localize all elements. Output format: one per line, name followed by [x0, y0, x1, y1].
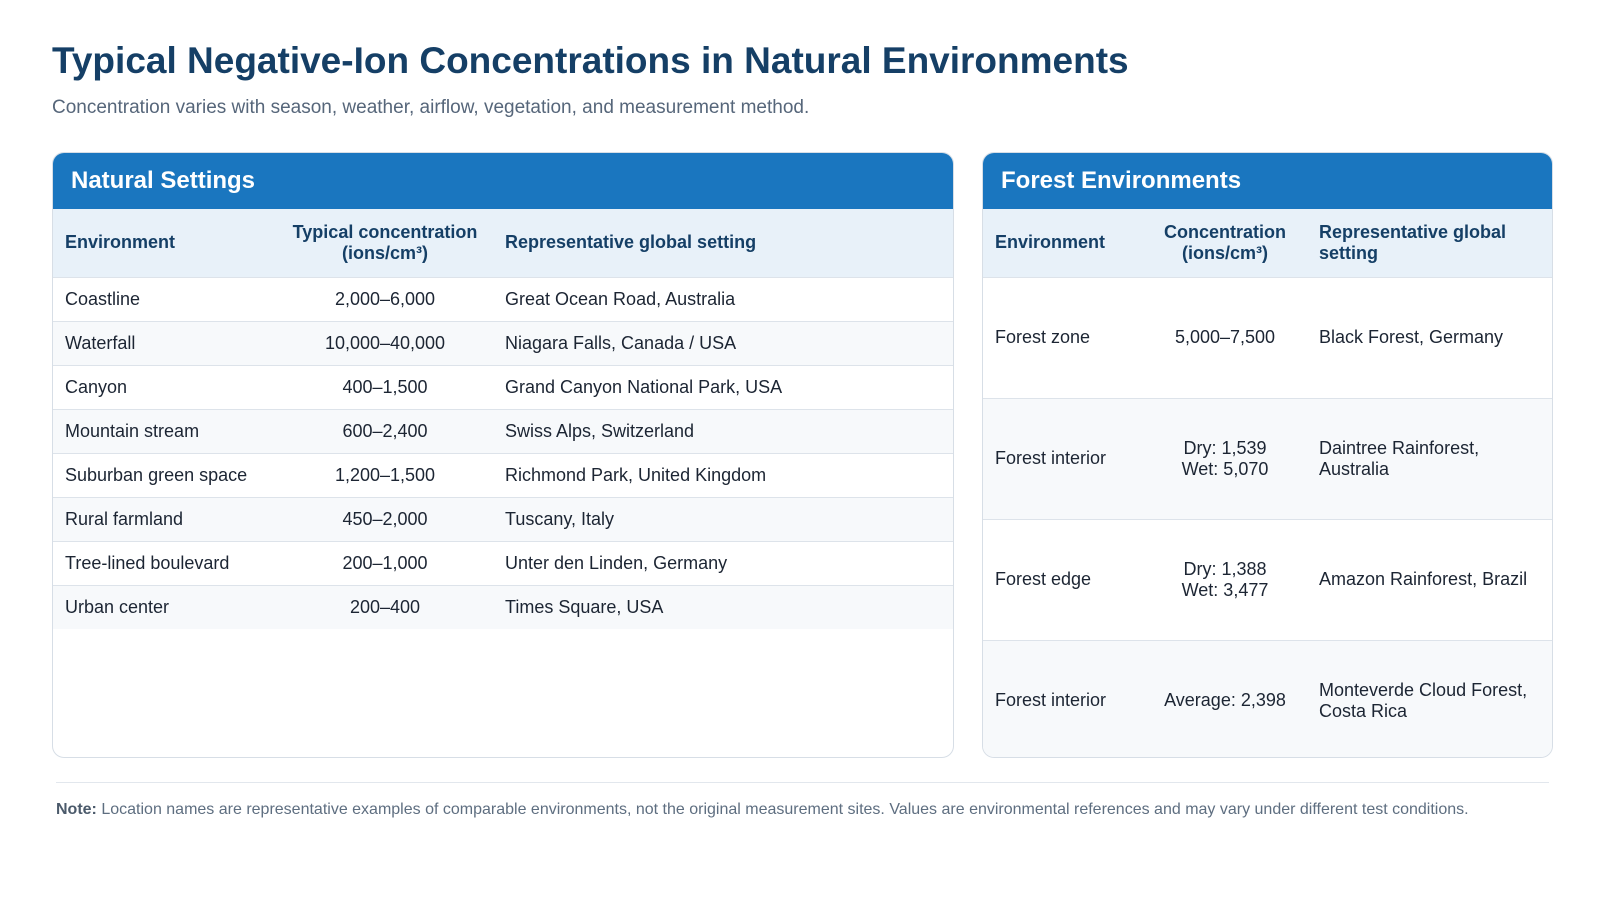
- table-row: Tree-lined boulevard 200–1,000 Unter den…: [53, 540, 953, 585]
- environment-cell: Rural farmland: [53, 496, 277, 541]
- table-row: Forest interior Dry: 1,539 Wet: 5,070 Da…: [983, 397, 1552, 519]
- concentration-cell: 2,000–6,000: [277, 276, 493, 321]
- setting-cell: Daintree Rainforest, Australia: [1307, 397, 1552, 519]
- table-header-row: Environment Typical concentration (ions/…: [53, 209, 953, 277]
- concentration-cell: 200–1,000: [277, 540, 493, 585]
- column-header-environment: Environment: [995, 232, 1106, 253]
- concentration-cell: 10,000–40,000: [277, 320, 493, 365]
- environment-cell: Waterfall: [53, 320, 277, 365]
- note-label: Note:: [56, 801, 97, 818]
- environment-cell: Mountain stream: [53, 408, 277, 453]
- concentration-dry-value: Dry: 1,388: [1183, 558, 1267, 579]
- setting-cell: Unter den Linden, Germany: [493, 540, 953, 585]
- concentration-dry-value: Dry: 1,539: [1183, 437, 1267, 458]
- concentration-cell: Dry: 1,539 Wet: 5,070: [1143, 397, 1307, 519]
- concentration-cell: 1,200–1,500: [277, 452, 493, 497]
- concentration-cell: 600–2,400: [277, 408, 493, 453]
- concentration-wet-value: Wet: 5,070: [1181, 458, 1269, 479]
- environment-cell: Urban center: [53, 584, 277, 629]
- forest-environments-table: Environment Concentration (ions/cm³) Rep…: [983, 209, 1552, 757]
- table-row: Mountain stream 600–2,400 Swiss Alps, Sw…: [53, 408, 953, 453]
- concentration-cell: Dry: 1,388 Wet: 3,477: [1143, 518, 1307, 640]
- setting-cell: Niagara Falls, Canada / USA: [493, 320, 953, 365]
- footer-note: Note: Location names are representative …: [56, 801, 1469, 819]
- setting-cell: Amazon Rainforest, Brazil: [1307, 518, 1552, 640]
- setting-cell: Great Ocean Road, Australia: [493, 276, 953, 321]
- concentration-value: Average: 2,398: [1164, 690, 1286, 711]
- concentration-cell: 450–2,000: [277, 496, 493, 541]
- footer-divider: [56, 782, 1549, 783]
- natural-settings-card: Natural Settings Environment Typical con…: [52, 152, 954, 758]
- setting-cell: Monteverde Cloud Forest, Costa Rica: [1307, 639, 1552, 757]
- setting-cell: Richmond Park, United Kingdom: [493, 452, 953, 497]
- table-row: Forest interior Average: 2,398 Monteverd…: [983, 639, 1552, 757]
- setting-cell: Black Forest, Germany: [1307, 276, 1552, 398]
- table-header-row: Environment Concentration (ions/cm³) Rep…: [983, 209, 1552, 277]
- setting-cell: Grand Canyon National Park, USA: [493, 364, 953, 409]
- environment-cell: Forest interior: [983, 639, 1143, 757]
- environment-cell: Canyon: [53, 364, 277, 409]
- table-row: Urban center 200–400 Times Square, USA: [53, 584, 953, 629]
- concentration-cell: Average: 2,398: [1143, 639, 1307, 757]
- forest-environments-card: Forest Environments Environment Concentr…: [982, 152, 1553, 758]
- table-row: Suburban green space 1,200–1,500 Richmon…: [53, 452, 953, 497]
- forest-environments-title: Forest Environments: [983, 153, 1552, 209]
- table-row: Canyon 400–1,500 Grand Canyon National P…: [53, 364, 953, 409]
- natural-settings-title: Natural Settings: [53, 153, 953, 209]
- column-header-concentration: Concentration (ions/cm³): [1163, 221, 1286, 263]
- page-title: Typical Negative-Ion Concentrations in N…: [52, 40, 1129, 81]
- environment-cell: Suburban green space: [53, 452, 277, 497]
- page-subtitle: Concentration varies with season, weathe…: [52, 97, 810, 118]
- setting-cell: Tuscany, Italy: [493, 496, 953, 541]
- setting-cell: Swiss Alps, Switzerland: [493, 408, 953, 453]
- note-text: Location names are representative exampl…: [101, 801, 1469, 818]
- table-row: Rural farmland 450–2,000 Tuscany, Italy: [53, 496, 953, 541]
- table-row: Forest edge Dry: 1,388 Wet: 3,477 Amazon…: [983, 518, 1552, 640]
- column-header-concentration: Typical concentration (ions/cm³): [292, 221, 478, 263]
- concentration-cell: 5,000–7,500: [1143, 276, 1307, 398]
- column-header-setting: Representative global setting: [1319, 221, 1507, 263]
- environment-cell: Forest edge: [983, 518, 1143, 640]
- concentration-cell: 200–400: [277, 584, 493, 629]
- concentration-wet-value: Wet: 3,477: [1181, 579, 1269, 600]
- concentration-cell: 400–1,500: [277, 364, 493, 409]
- natural-settings-table: Environment Typical concentration (ions/…: [53, 209, 953, 629]
- environment-cell: Tree-lined boulevard: [53, 540, 277, 585]
- environment-cell: Forest interior: [983, 397, 1143, 519]
- setting-cell: Times Square, USA: [493, 584, 953, 629]
- table-row: Waterfall 10,000–40,000 Niagara Falls, C…: [53, 320, 953, 365]
- column-header-setting: Representative global setting: [505, 232, 757, 253]
- table-row: Coastline 2,000–6,000 Great Ocean Road, …: [53, 276, 953, 321]
- environment-cell: Coastline: [53, 276, 277, 321]
- concentration-value: 5,000–7,500: [1174, 327, 1276, 347]
- environment-cell: Forest zone: [983, 276, 1143, 398]
- column-header-environment: Environment: [65, 232, 176, 253]
- table-row: Forest zone 5,000–7,500 Black Forest, Ge…: [983, 276, 1552, 398]
